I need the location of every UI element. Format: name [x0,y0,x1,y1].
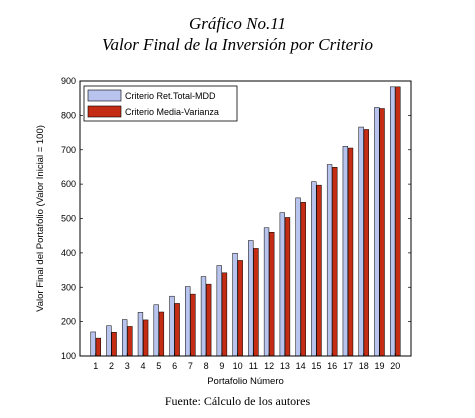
y-tick-label: 600 [61,179,76,189]
x-tick-label: 18 [359,361,369,371]
y-tick-label: 500 [61,214,76,224]
y-tick-label: 800 [61,110,76,120]
x-tick-label: 9 [219,361,224,371]
bar-series-2-portfolio-3 [127,326,133,357]
bar-series-1-portfolio-3 [122,319,128,357]
bar-series-1-portfolio-12 [263,227,270,357]
x-axis-label: Portafolio Número [207,376,284,387]
bar-series-1-portfolio-20 [389,86,396,357]
x-tick-label: 8 [204,361,209,371]
bar-series-2-portfolio-5 [158,311,165,357]
bar-series-1-portfolio-18 [358,126,364,357]
bar-series-1-portfolio-1 [90,331,96,357]
bar-series-1-portfolio-2 [106,325,112,357]
x-tick-label: 2 [109,361,114,371]
figure-title: Gráfico No.11 [189,14,286,33]
bar-series-2-portfolio-1 [95,337,102,357]
y-tick-label: 200 [61,317,76,327]
bar-series-1-portfolio-10 [232,252,238,357]
ticks-group: 1 2 3 4 5 6 7 8 9 10 11 12 13 14 15 16 17 18 19 20100200300… [61,76,411,371]
bar-series-2-portfolio-17 [347,147,354,357]
x-tick-label: 19 [374,361,384,371]
bar-series-1-portfolio-15 [311,181,317,357]
bar-series-2-portfolio-18 [363,129,369,357]
x-tick-label: 6 [172,361,177,371]
x-tick-label: 15 [311,361,321,371]
y-axis-label: Valor Final del Portafolio (Valor Inicia… [35,125,46,312]
plot-area [80,81,411,356]
bar-series-2-portfolio-14 [300,202,306,357]
legend: Criterio Ret.Total-MDD Criterio Media-Va… [83,85,238,122]
bar-series-1-portfolio-14 [295,197,301,357]
legend-swatch-series-1 [87,89,122,102]
x-tick-label: 17 [343,361,353,371]
bar-series-1-portfolio-7 [185,286,191,357]
y-tick-label: 700 [61,145,76,155]
bar-series-1-portfolio-17 [342,146,349,357]
x-tick-label: 4 [141,361,146,371]
x-tick-label: 3 [125,361,130,371]
bar-series-1-portfolio-8 [200,276,207,357]
x-tick-label: 7 [188,361,193,371]
x-tick-label: 12 [264,361,274,371]
bar-series-2-portfolio-15 [316,184,322,357]
bar-series-1-portfolio-4 [137,312,144,357]
y-tick-label: 100 [61,351,76,361]
bar-series-2-portfolio-2 [111,332,117,357]
bar-series-2-portfolio-4 [143,319,149,357]
bar-series-2-portfolio-8 [206,283,212,357]
figure-subtitle: Valor Final de la Inversión por Criterio [101,35,374,54]
x-tick-label: 10 [233,361,243,371]
bar-series-1-portfolio-6 [169,295,175,357]
bar-series-2-portfolio-20 [395,86,401,357]
bar-series-1-portfolio-5 [153,304,159,357]
bar-series-2-portfolio-11 [253,248,259,357]
y-tick-label: 400 [61,248,76,258]
x-tick-label: 20 [390,361,400,371]
legend-swatch-series-2 [87,105,122,118]
bar-series-2-portfolio-13 [284,217,291,357]
bar-series-2-portfolio-16 [332,167,338,357]
y-tick-label: 900 [61,76,76,86]
source-note: Fuente: Cálculo de los autores [164,394,311,408]
x-tick-label: 16 [327,361,337,371]
bar-series-1-portfolio-9 [216,265,222,357]
legend-label-series-2: Criterio Media-Varianza [125,107,219,117]
plot-frame [79,80,412,357]
bar-series-1-portfolio-16 [326,164,333,357]
y-tick-label: 300 [61,282,76,292]
legend-label-series-1: Criterio Ret.Total-MDD [125,91,216,101]
x-tick-label: 5 [156,361,161,371]
x-tick-label: 11 [249,361,258,371]
bar-series-2-portfolio-7 [190,293,196,357]
bar-series-2-portfolio-19 [379,108,385,357]
bar-series-1-portfolio-11 [248,240,254,357]
x-tick-label: 1 [93,361,98,371]
bar-series-2-portfolio-6 [174,303,180,357]
bar-series-2-portfolio-12 [269,232,275,357]
bar-series-1-portfolio-19 [374,107,380,357]
bar-series-2-portfolio-10 [237,260,243,357]
x-tick-label: 14 [296,361,306,371]
bar-series-2-portfolio-9 [221,272,228,357]
bar-series-1-portfolio-13 [279,212,285,357]
x-tick-label: 13 [280,361,290,371]
